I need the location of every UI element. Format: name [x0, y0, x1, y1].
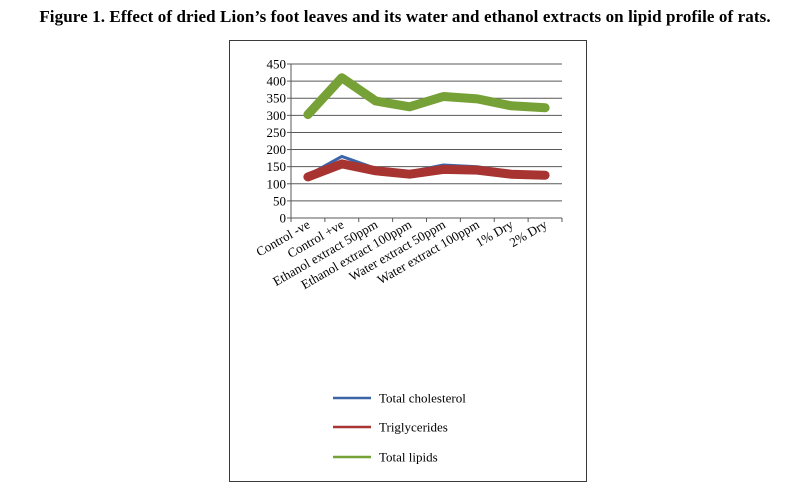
y-tick-label: 400: [267, 74, 287, 89]
y-tick-label: 300: [267, 108, 287, 123]
series-lines: [303, 73, 550, 182]
y-tick-label: 50: [273, 193, 286, 208]
y-tick-label: 350: [267, 91, 287, 106]
y-tick-label: 100: [267, 176, 287, 191]
y-tick-label: 150: [267, 159, 287, 174]
legend-label: Total cholesterol: [379, 391, 466, 406]
y-tick-label: 250: [267, 125, 287, 140]
series-line-2: [303, 73, 550, 120]
y-tick-labels: 0 50 100 150 200 250 300 350 400 450: [267, 57, 287, 226]
chart-frame: [229, 40, 587, 482]
legend-label: Total lipids: [379, 450, 438, 465]
y-tick-label: 0: [280, 211, 287, 226]
y-tick-label: 450: [267, 57, 287, 72]
legend: Total cholesterol Triglycerides Total lipi…: [333, 391, 466, 465]
legend-label: Triglycerides: [379, 420, 448, 435]
axes: [287, 63, 563, 222]
figure-title: Figure 1. Effect of dried Lion’s foot le…: [39, 7, 771, 26]
series-line-1: [303, 159, 550, 182]
y-tick-label: 200: [267, 142, 287, 157]
